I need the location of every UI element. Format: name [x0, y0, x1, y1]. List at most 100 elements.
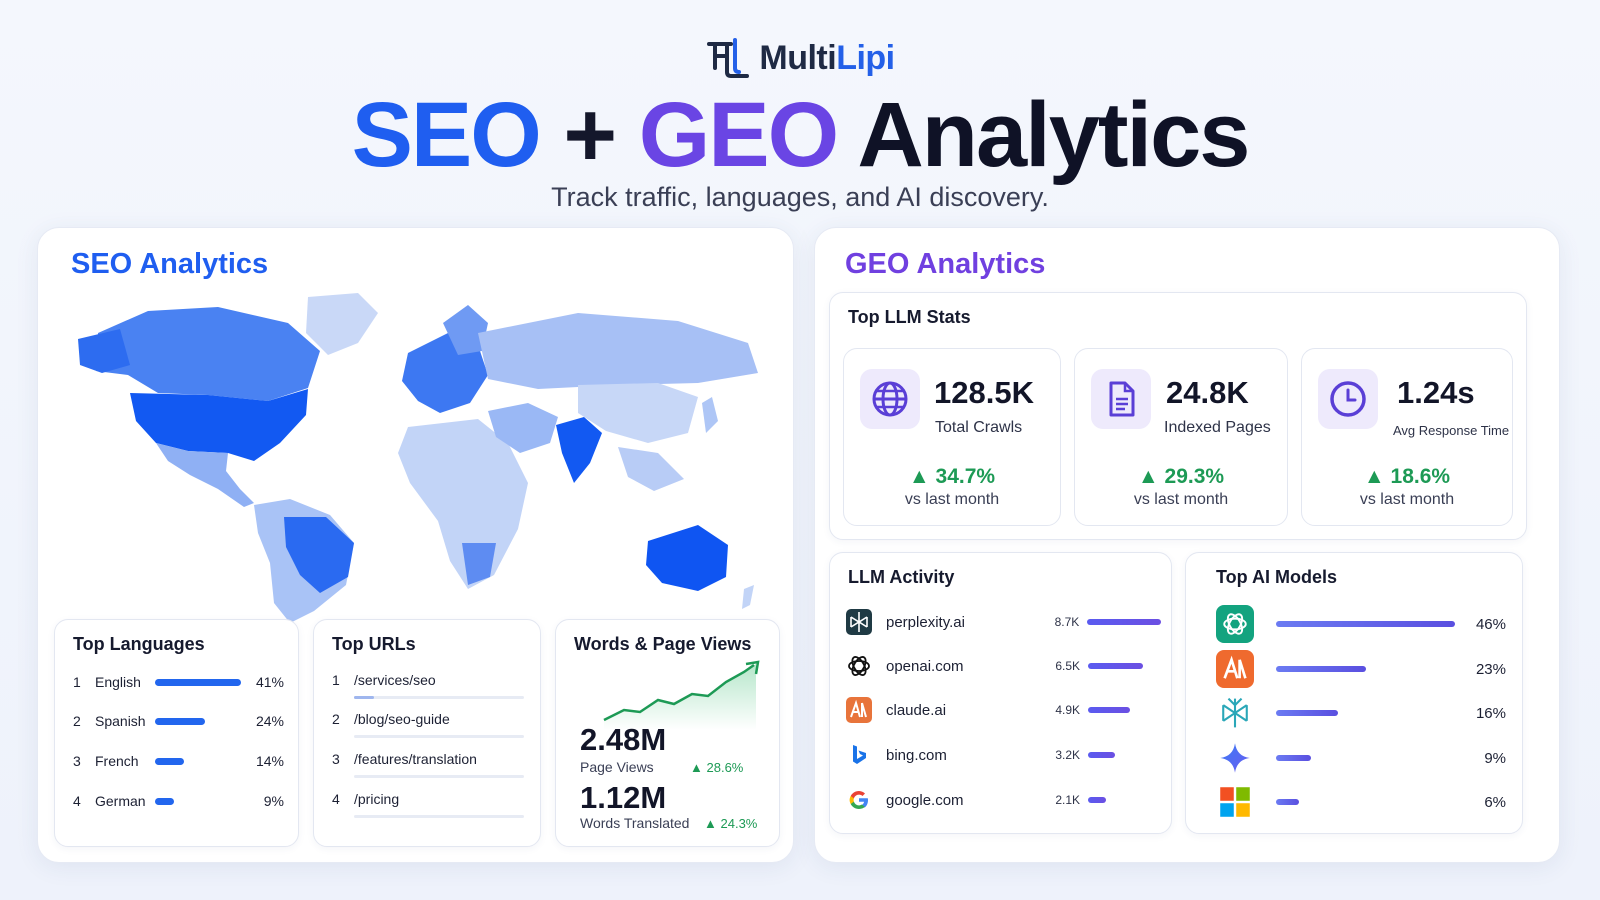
language-rank: 2 [73, 713, 81, 729]
page-views-value: 2.48M [580, 722, 667, 757]
model-row[interactable]: 9% [1216, 739, 1506, 777]
language-row[interactable]: 2 Spanish 24% [73, 711, 288, 731]
stat-trend: ▲ 18.6% [1302, 465, 1512, 489]
language-bar [155, 797, 174, 805]
url-row[interactable]: 3/features/translation [332, 751, 524, 778]
page-views-label: Page Views [580, 759, 654, 775]
stat-trend-value: 34.7% [935, 465, 996, 488]
map-region-africa[interactable] [398, 419, 528, 589]
activity-bar [1088, 752, 1116, 758]
hero-title-geo: GEO [638, 84, 839, 186]
model-row[interactable]: 23% [1216, 650, 1506, 688]
language-name: English [95, 674, 141, 690]
map-region-mexico[interactable] [156, 443, 254, 507]
map-region-canada[interactable] [96, 307, 320, 401]
language-name: German [95, 793, 146, 809]
activity-row[interactable]: bing.com 3.2K [846, 742, 1161, 768]
seo-panel-title: SEO Analytics [71, 248, 269, 280]
language-row[interactable]: 1 English 41% [73, 672, 288, 692]
model-bar [1276, 621, 1456, 627]
language-row[interactable]: 4 German 9% [73, 791, 288, 811]
words-page-views-card: Words & Page Views 2.48M Page Views ▲ 28… [555, 619, 780, 847]
url-progress-track [354, 775, 524, 778]
words-translated-label: Words Translated [580, 815, 690, 831]
stat-trend-value: 29.3% [1164, 465, 1225, 488]
activity-row[interactable]: perplexity.ai 8.7K [846, 609, 1161, 635]
model-bar [1276, 799, 1300, 805]
map-region-southeast-asia[interactable] [618, 447, 684, 491]
stat-avg-response-time[interactable]: 1.24s Avg Response Time ▲ 18.6% vs last … [1301, 348, 1513, 526]
trend-up-icon: ▲ [690, 760, 703, 775]
stat-vs-label: vs last month [1359, 491, 1455, 508]
activity-bar [1088, 707, 1130, 713]
language-pct: 14% [255, 753, 284, 769]
words-page-views-title: Words & Page Views [574, 634, 752, 654]
model-row[interactable]: 16% [1216, 694, 1506, 732]
map-region-new-zealand[interactable] [742, 585, 754, 609]
document-icon [1091, 369, 1151, 429]
stat-trend: ▲ 29.3% [1075, 465, 1287, 489]
url-path[interactable]: /blog/seo-guide [354, 711, 450, 727]
url-path[interactable]: /pricing [354, 791, 400, 807]
map-region-greenland[interactable] [306, 293, 378, 355]
stat-indexed-pages[interactable]: 24.8K Indexed Pages ▲ 29.3% vs last mont… [1074, 348, 1288, 526]
stat-vs-label: vs last month [1133, 491, 1229, 508]
model-pct: 9% [1484, 749, 1506, 767]
google-icon [846, 787, 872, 813]
stat-label: Avg Response Time [1393, 423, 1510, 438]
stat-trend: ▲ 34.7% [844, 465, 1060, 489]
url-path[interactable]: /features/translation [354, 751, 477, 767]
model-row[interactable]: 6% [1216, 783, 1506, 821]
language-row[interactable]: 3 French 14% [73, 751, 288, 771]
stat-total-crawls[interactable]: 128.5K Total Crawls ▲ 34.7% vs last mont… [843, 348, 1061, 526]
top-urls-title: Top URLs [332, 634, 416, 654]
page-views-trend: ▲ 28.6% [690, 760, 743, 775]
map-region-japan[interactable] [702, 397, 718, 433]
url-row[interactable]: 4/pricing [332, 791, 524, 818]
url-row[interactable]: 2/blog/seo-guide [332, 711, 524, 738]
language-rank: 1 [73, 674, 81, 690]
map-region-usa[interactable] [130, 389, 308, 461]
url-row[interactable]: 1/services/seo [332, 672, 524, 699]
map-region-russia[interactable] [478, 313, 758, 389]
model-pct: 46% [1475, 615, 1506, 633]
activity-row[interactable]: google.com 2.1K [846, 787, 1161, 813]
activity-row[interactable]: claude.ai 4.9K [846, 697, 1161, 723]
openai-icon [846, 653, 872, 679]
world-map[interactable] [58, 293, 778, 623]
activity-value: 6.5K [1055, 659, 1080, 673]
map-region-scandinavia[interactable] [443, 305, 488, 355]
url-rank: 2 [332, 711, 340, 727]
hero-subtitle: Track traffic, languages, and AI discove… [551, 182, 1049, 212]
activity-name: bing.com [886, 746, 947, 764]
chatgpt-icon [1216, 605, 1254, 643]
map-region-alaska[interactable] [78, 329, 130, 373]
anthropic-icon [1216, 650, 1254, 688]
page-header: MultiLipi SEO + GEO Analytics Track traf… [0, 0, 1600, 220]
activity-bar [1087, 619, 1161, 625]
language-name: Spanish [95, 713, 146, 729]
words-trend-value: 24.3% [720, 816, 758, 831]
url-progress-fill [354, 696, 375, 699]
map-region-india[interactable] [556, 417, 602, 483]
top-urls-card: Top URLs 1/services/seo 2/blog/seo-guide… [313, 619, 541, 847]
map-region-south-africa[interactable] [462, 543, 496, 585]
stat-value: 1.24s [1397, 375, 1475, 410]
activity-value: 2.1K [1055, 793, 1080, 807]
model-row[interactable]: 46% [1216, 605, 1506, 643]
model-pct: 6% [1484, 793, 1506, 811]
language-pct: 41% [255, 674, 284, 690]
map-region-australia[interactable] [646, 525, 728, 591]
claude-icon [846, 697, 872, 723]
url-path[interactable]: /services/seo [354, 672, 436, 688]
model-bar [1276, 710, 1339, 716]
activity-row[interactable]: openai.com 6.5K [846, 653, 1161, 679]
llm-activity-title: LLM Activity [848, 567, 955, 587]
top-ai-models-title: Top AI Models [1216, 567, 1337, 587]
top-ai-models-card: Top AI Models 46% 23% 16% [1185, 552, 1523, 834]
map-region-brazil[interactable] [284, 517, 354, 593]
bing-icon [846, 742, 872, 768]
map-region-middle-east[interactable] [488, 403, 558, 453]
hero-title: SEO + GEO Analytics [0, 80, 1600, 190]
map-region-east-asia[interactable] [578, 383, 698, 443]
